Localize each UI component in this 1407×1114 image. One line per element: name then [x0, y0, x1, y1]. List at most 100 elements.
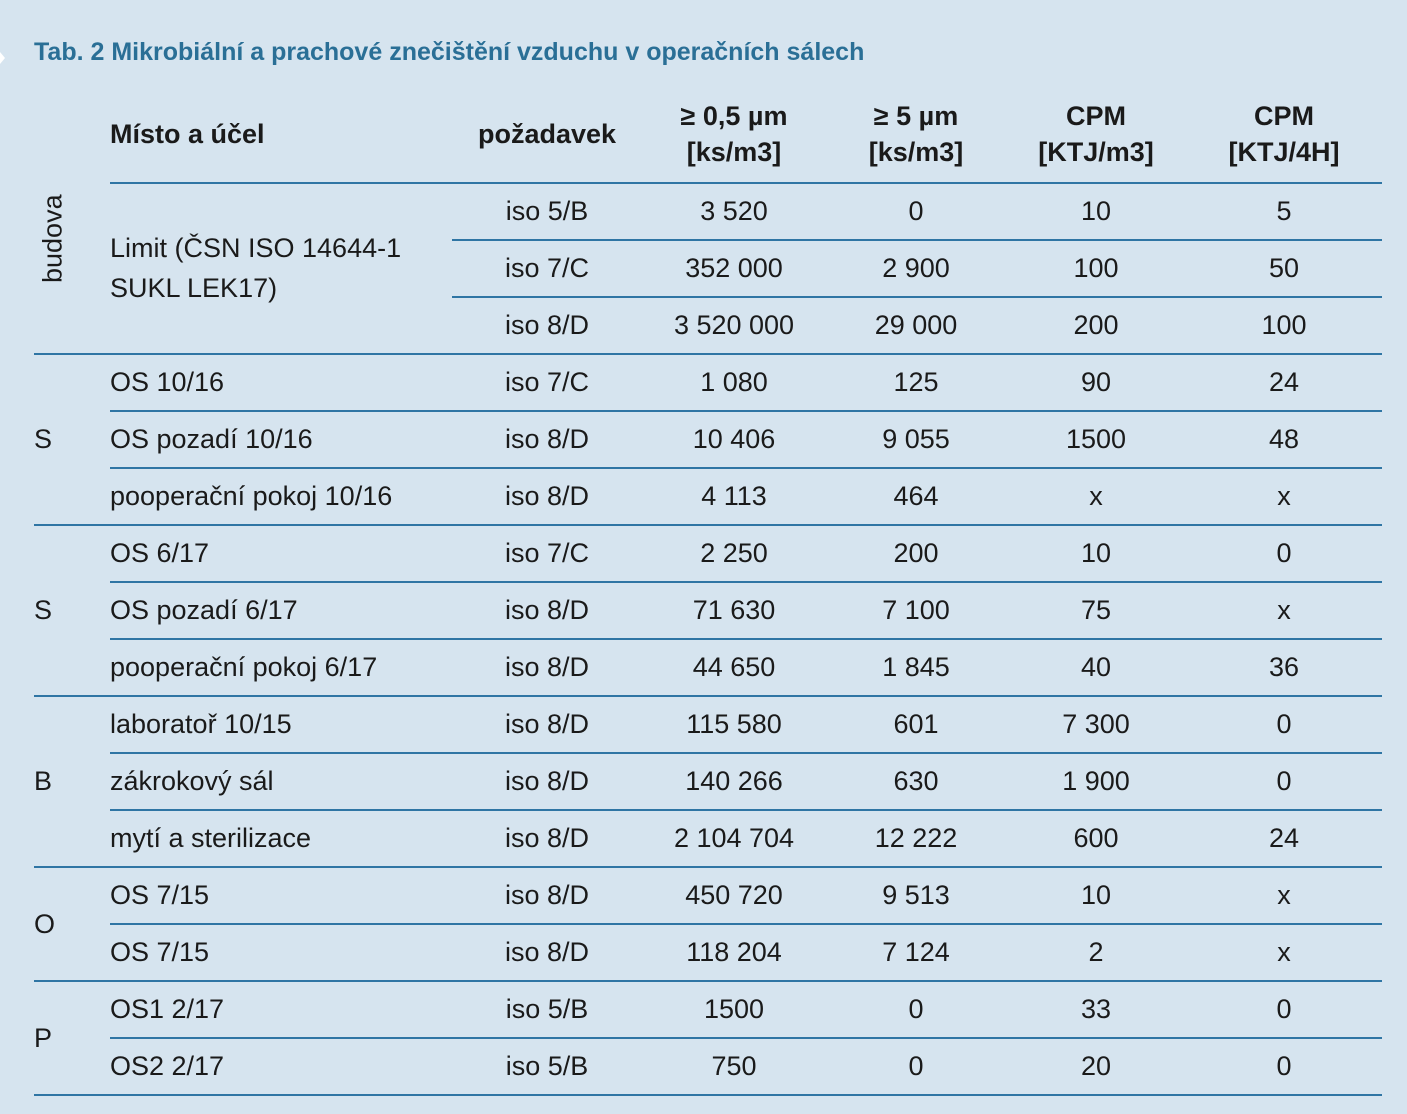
value-cell: 3 520 000	[642, 297, 826, 355]
value-cell: 450 720	[642, 867, 826, 925]
value-cell: 0	[1186, 981, 1382, 1039]
value-cell: 0	[826, 1038, 1006, 1096]
table-row: P OS1 2/17 iso 5/B 1500 0 33 0	[34, 981, 1382, 1096]
value-cell: 2	[1006, 924, 1186, 982]
value-cell: 9 055	[826, 411, 1006, 469]
value-cell: 4 113	[642, 468, 826, 526]
value-cell: 9 513	[826, 867, 1006, 925]
table-row: pooperační pokoj 6/17 iso 8/D 44 650 1 8…	[34, 639, 1382, 697]
value-cell: 20	[1006, 1038, 1186, 1096]
value-cell: 100	[1186, 297, 1382, 355]
table-row: OS pozadí 6/17 iso 8/D 71 630 7 100 75 x	[34, 582, 1382, 640]
value-cell: x	[1186, 582, 1382, 640]
requirement-cell: iso 8/D	[452, 696, 642, 754]
value-cell: 1 845	[826, 639, 1006, 697]
location-cell: pooperační pokoj 10/16	[110, 468, 452, 526]
header-location: Místo a účel	[110, 86, 452, 184]
location-cell: OS pozadí 10/16	[110, 411, 452, 469]
location-cell: OS pozadí 6/17	[110, 582, 452, 640]
group-label-budova: budova	[34, 183, 110, 355]
value-cell: 10	[1006, 183, 1186, 241]
value-cell: 1500	[642, 981, 826, 1039]
value-cell: 600	[1006, 810, 1186, 868]
table-row: mytí a sterilizace iso 8/D 2 104 704 12 …	[34, 810, 1382, 868]
group-label: S	[34, 354, 110, 526]
requirement-cell: iso 8/D	[452, 867, 642, 925]
location-cell: pooperační pokoj 6/17	[110, 639, 452, 697]
table-title: Tab. 2 Mikrobiální a prachové znečištění…	[34, 38, 865, 66]
group-label: S	[34, 525, 110, 697]
requirement-cell: iso 8/D	[452, 468, 642, 526]
value-cell: 10 406	[642, 411, 826, 469]
value-cell: 2 250	[642, 525, 826, 583]
value-cell: 1 900	[1006, 753, 1186, 811]
value-cell: 29 000	[826, 297, 1006, 355]
location-cell: OS2 2/17	[110, 1038, 452, 1096]
location-cell: OS 6/17	[110, 525, 452, 583]
value-cell: 24	[1186, 354, 1382, 412]
header-row: Místo a účel požadavek ≥ 0,5 µm [ks/m3] ≥…	[34, 86, 1382, 184]
location-cell: zákrokový sál	[110, 753, 452, 811]
value-cell: 630	[826, 753, 1006, 811]
value-cell: 601	[826, 696, 1006, 754]
requirement-cell: iso 7/C	[452, 240, 642, 298]
table-row: budova Limit (ČSN ISO 14644-1 SUKL LEK17)…	[34, 183, 1382, 355]
value-cell: 90	[1006, 354, 1186, 412]
requirement-cell: iso 8/D	[452, 924, 642, 982]
location-cell: OS 7/15	[110, 867, 452, 925]
value-cell: 2 104 704	[642, 810, 826, 868]
value-cell: x	[1186, 867, 1382, 925]
value-cell: 40	[1006, 639, 1186, 697]
table-row: OS2 2/17 iso 5/B 750 0 20 0	[34, 1038, 1382, 1096]
value-cell: 352 000	[642, 240, 826, 298]
value-cell: 0	[826, 981, 1006, 1039]
value-cell: 115 580	[642, 696, 826, 754]
group-label: B	[34, 696, 110, 868]
value-cell: 71 630	[642, 582, 826, 640]
value-cell: 200	[826, 525, 1006, 583]
value-cell: x	[1186, 924, 1382, 982]
location-cell: OS 7/15	[110, 924, 452, 982]
requirement-cell: iso 8/D	[452, 582, 642, 640]
table-row: pooperační pokoj 10/16 iso 8/D 4 113 464…	[34, 468, 1382, 526]
value-cell: 0	[1186, 753, 1382, 811]
table-row: S OS 10/16 iso 7/C 1 080 125 90 24	[34, 354, 1382, 526]
value-cell: 3 520	[642, 183, 826, 241]
table-row: OS pozadí 10/16 iso 8/D 10 406 9 055 150…	[34, 411, 1382, 469]
limit-label: Limit (ČSN ISO 14644-1 SUKL LEK17)	[110, 183, 452, 355]
location-cell: OS1 2/17	[110, 981, 452, 1039]
value-cell: 24	[1186, 810, 1382, 868]
value-cell: 464	[826, 468, 1006, 526]
value-cell: 5	[1186, 183, 1382, 241]
value-cell: 10	[1006, 867, 1186, 925]
value-cell: 0	[1186, 1038, 1382, 1096]
value-cell: 7 100	[826, 582, 1006, 640]
requirement-cell: iso 8/D	[452, 810, 642, 868]
header-particles-05: ≥ 0,5 µm [ks/m3]	[642, 86, 826, 184]
requirement-cell: iso 8/D	[452, 639, 642, 697]
value-cell: 36	[1186, 639, 1382, 697]
group-label: O	[34, 867, 110, 982]
table-row: iso 8/D 3 520 000 29 000 200 100	[34, 297, 1382, 355]
requirement-cell: iso 8/D	[452, 753, 642, 811]
value-cell: 0	[1186, 696, 1382, 754]
table-row: OS 7/15 iso 8/D 118 204 7 124 2 x	[34, 924, 1382, 982]
requirement-cell: iso 8/D	[452, 297, 642, 355]
bullet-marker	[0, 52, 5, 64]
value-cell: 125	[826, 354, 1006, 412]
value-cell: 0	[1186, 525, 1382, 583]
value-cell: x	[1006, 468, 1186, 526]
value-cell: 75	[1006, 582, 1186, 640]
air-contamination-table: Místo a účel požadavek ≥ 0,5 µm [ks/m3] ≥…	[34, 86, 1382, 1096]
requirement-cell: iso 5/B	[452, 1038, 642, 1096]
requirement-cell: iso 7/C	[452, 354, 642, 412]
value-cell: 10	[1006, 525, 1186, 583]
header-group-cell	[34, 86, 110, 183]
header-requirement: požadavek	[452, 86, 642, 184]
header-cpm-m3: CPM [KTJ/m3]	[1006, 86, 1186, 184]
location-cell: laboratoř 10/15	[110, 696, 452, 754]
table-row: iso 7/C 352 000 2 900 100 50	[34, 240, 1382, 298]
value-cell: 48	[1186, 411, 1382, 469]
table-row: S OS 6/17 iso 7/C 2 250 200 10 0	[34, 525, 1382, 697]
group-label: P	[34, 981, 110, 1096]
